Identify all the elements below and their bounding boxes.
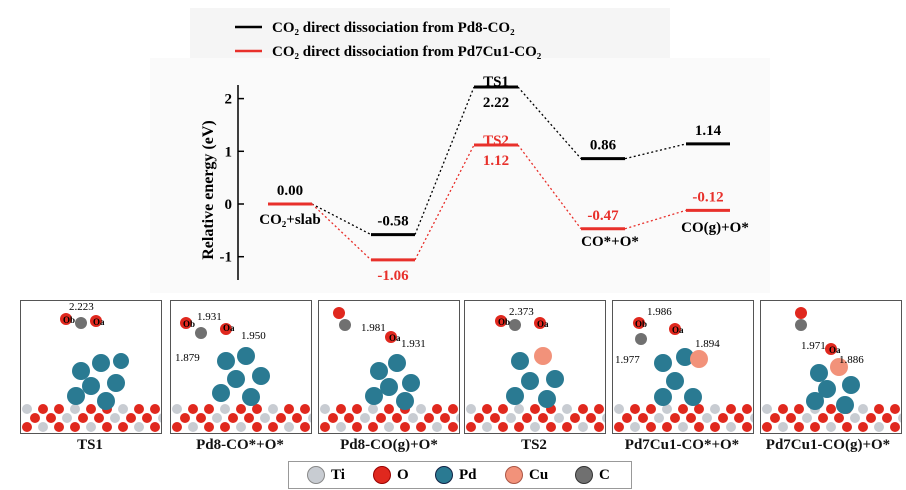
atom-legend: Ti O Pd Cu C xyxy=(288,461,632,489)
y-tick-label: -1 xyxy=(220,250,233,266)
chart-legend: CO₂ direct dissociation from Pd8-CO₂ CO₂… xyxy=(235,20,542,60)
atom-key-label: C xyxy=(599,466,610,483)
structure-panel-pd8-co-o: Ob Oa 1.931 1.950 1.879 xyxy=(170,300,312,434)
ts1-structure-image: Ob Oa 2.223 xyxy=(22,301,161,432)
value-label-series-1-state-1: -1.06 xyxy=(377,268,409,284)
atom-key-c: C xyxy=(575,466,610,484)
legend-label-series-1: CO₂ direct dissociation from Pd7Cu1-CO₂ xyxy=(272,44,542,60)
atom-key-label: Pd xyxy=(459,466,477,483)
oxide-slab xyxy=(466,404,605,432)
plot-background xyxy=(150,58,770,293)
state-label-4: CO(g)+O* xyxy=(681,220,749,236)
connector-series-1 xyxy=(624,209,687,230)
state-label-2: TS2 xyxy=(483,133,509,149)
connector-lines xyxy=(311,86,687,261)
bond-length-label-2: 1.886 xyxy=(839,354,864,366)
connector-series-0 xyxy=(311,203,372,236)
connector-series-1 xyxy=(311,203,372,261)
oxide-slab xyxy=(22,404,161,432)
oxide-slab xyxy=(172,404,311,432)
atom-key-label: O xyxy=(397,466,409,483)
atom-label-ob: Ob xyxy=(635,319,647,329)
bond-length-label: 2.223 xyxy=(69,301,94,313)
atom-label-oa: Oa xyxy=(537,319,549,329)
atom-key-label: Cu xyxy=(529,466,549,483)
bond-length-label-1: 1.986 xyxy=(647,306,672,318)
value-label-series-0-state-1: -0.58 xyxy=(377,214,408,230)
pd7cu1-cog-o-structure-image: Oa 1.971 1.886 xyxy=(762,307,901,432)
ti-atom-icon xyxy=(307,466,325,484)
atom-label-oa: Oa xyxy=(93,317,105,327)
cu-atom-icon xyxy=(505,466,523,484)
bond-length-label-1: 1.971 xyxy=(801,340,826,352)
value-label-series-0-state-2: 2.22 xyxy=(483,95,509,111)
structure-panel-pd7cu1-co-o: Ob Oa 1.986 1.894 1.977 xyxy=(612,300,754,434)
y-axis-label: Relative energy (eV) xyxy=(200,120,217,260)
panel-caption-pd8-co-o: Pd8-CO*+O* xyxy=(196,437,284,453)
legend-label-series-0: CO₂ direct dissociation from Pd8-CO₂ xyxy=(272,20,515,36)
oxide-slab xyxy=(614,404,753,432)
panel-caption-ts2: TS2 xyxy=(521,437,547,453)
bond-length-label-2: 1.931 xyxy=(401,338,426,350)
value-label-series-1-state-2: 1.12 xyxy=(483,153,509,169)
value-labels: 0.00 -0.58 2.22 0.86 1.14 -1.06 1.12 -0.47 -0.12 xyxy=(277,95,724,284)
atom-key-ti: Ti xyxy=(307,466,345,484)
value-label-series-0-state-3: 0.86 xyxy=(590,138,617,154)
atom-label-oa: Oa xyxy=(223,323,235,333)
structure-panel-pd7cu1-cog-o: Oa 1.971 1.886 xyxy=(760,300,902,434)
structure-panel-ts2: Ob Oa 2.373 xyxy=(464,300,606,434)
value-label-series-0-state-0: 0.00 xyxy=(277,183,303,199)
atom-label-oa: Oa xyxy=(672,325,684,335)
structure-panel-pd8-cog-o: Oa 1.981 1.931 xyxy=(318,300,460,434)
atom-label-ob: Ob xyxy=(63,315,75,325)
connector-series-1 xyxy=(414,144,475,261)
state-label-0: CO₂+slab xyxy=(259,212,320,228)
atom-label-ob: Ob xyxy=(498,317,510,327)
o-atom-icon xyxy=(373,466,391,484)
atom-label-oa: Oa xyxy=(389,333,401,343)
energy-levels xyxy=(268,85,730,262)
atom-key-label: Ti xyxy=(331,466,345,483)
value-label-series-0-state-4: 1.14 xyxy=(695,123,722,139)
pd8-cog-o-structure-image: Oa 1.981 1.931 xyxy=(320,307,459,432)
value-label-series-1-state-3: -0.47 xyxy=(587,208,619,224)
connector-series-0 xyxy=(414,86,475,235)
panel-caption-ts1: TS1 xyxy=(77,437,103,453)
pd7cu1-co-o-structure-image: Ob Oa 1.986 1.894 1.977 xyxy=(614,306,753,432)
bond-length-label-3: 1.879 xyxy=(175,352,200,364)
atom-key-pd: Pd xyxy=(435,466,477,484)
y-tick-label: 2 xyxy=(225,92,233,108)
ts2-structure-image: Ob Oa 2.373 xyxy=(466,306,605,432)
y-ticks: 2 1 0 -1 xyxy=(220,92,244,266)
state-label-1: TS1 xyxy=(483,74,509,90)
structure-panel-ts1: Ob Oa 2.223 xyxy=(20,300,162,434)
connector-series-1 xyxy=(517,144,582,230)
atom-key-cu: Cu xyxy=(505,466,548,484)
value-label-series-1-state-4: -0.12 xyxy=(692,189,723,205)
state-labels: CO₂+slab TS1 TS2 CO*+O* CO(g)+O* xyxy=(259,74,749,250)
state-label-3: CO*+O* xyxy=(581,234,639,250)
bond-length-label-1: 1.981 xyxy=(361,322,386,334)
bond-length-label: 2.373 xyxy=(509,306,534,318)
atom-label-ob: Ob xyxy=(183,319,195,329)
panel-caption-pd7cu1-cog-o: Pd7Cu1-CO(g)+O* xyxy=(765,437,891,453)
bond-length-label-2: 1.950 xyxy=(241,330,266,342)
y-tick-label: 0 xyxy=(225,197,233,213)
panel-caption-pd7cu1-co-o: Pd7Cu1-CO*+O* xyxy=(624,437,740,453)
bond-length-label-1: 1.931 xyxy=(197,311,222,323)
c-atom-icon xyxy=(575,466,593,484)
legend-background xyxy=(190,8,670,63)
oxide-slab xyxy=(320,404,459,432)
oxide-slab xyxy=(762,404,901,432)
panel-caption-pd8-cog-o: Pd8-CO(g)+O* xyxy=(340,437,438,453)
atom-label-oa: Oa xyxy=(829,345,841,355)
y-tick-label: 1 xyxy=(225,144,233,160)
pd8-co-o-structure-image: Ob Oa 1.931 1.950 1.879 xyxy=(172,311,311,432)
connector-series-0 xyxy=(624,143,687,160)
bond-length-label-3: 1.977 xyxy=(615,354,640,366)
bond-length-label-2: 1.894 xyxy=(695,338,720,350)
pd-atom-icon xyxy=(435,466,453,484)
atom-key-o: O xyxy=(373,466,409,484)
